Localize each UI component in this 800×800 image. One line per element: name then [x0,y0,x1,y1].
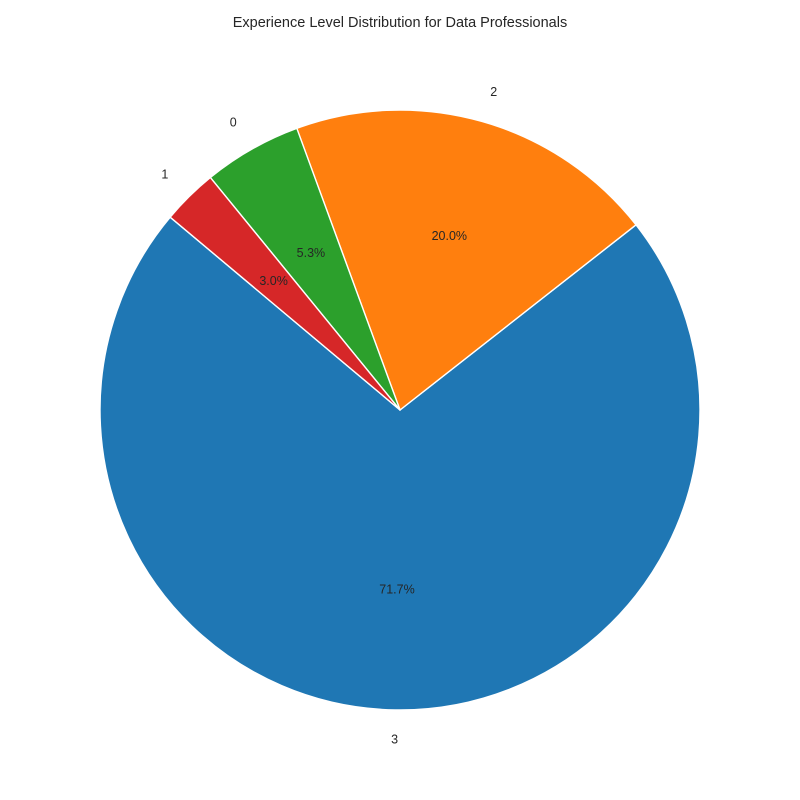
pie-slice-3 [99,216,701,711]
category-label-0: 0 [230,115,237,129]
percent-label-3: 71.7% [379,582,414,596]
percent-label-1: 3.0% [259,274,288,288]
pie-labels: 3 71.7% 2 20.0% 0 5.3% 1 3.0% [161,85,497,746]
pie-slice-1 [169,176,401,411]
category-label-3: 3 [391,732,398,746]
pie-slice-2 [296,109,637,411]
percent-label-0: 5.3% [297,246,326,260]
category-label-2: 2 [490,85,497,99]
category-label-1: 1 [161,167,168,181]
chart-title: Experience Level Distribution for Data P… [233,15,567,31]
percent-label-2: 20.0% [432,229,467,243]
pie-slices [99,109,701,711]
